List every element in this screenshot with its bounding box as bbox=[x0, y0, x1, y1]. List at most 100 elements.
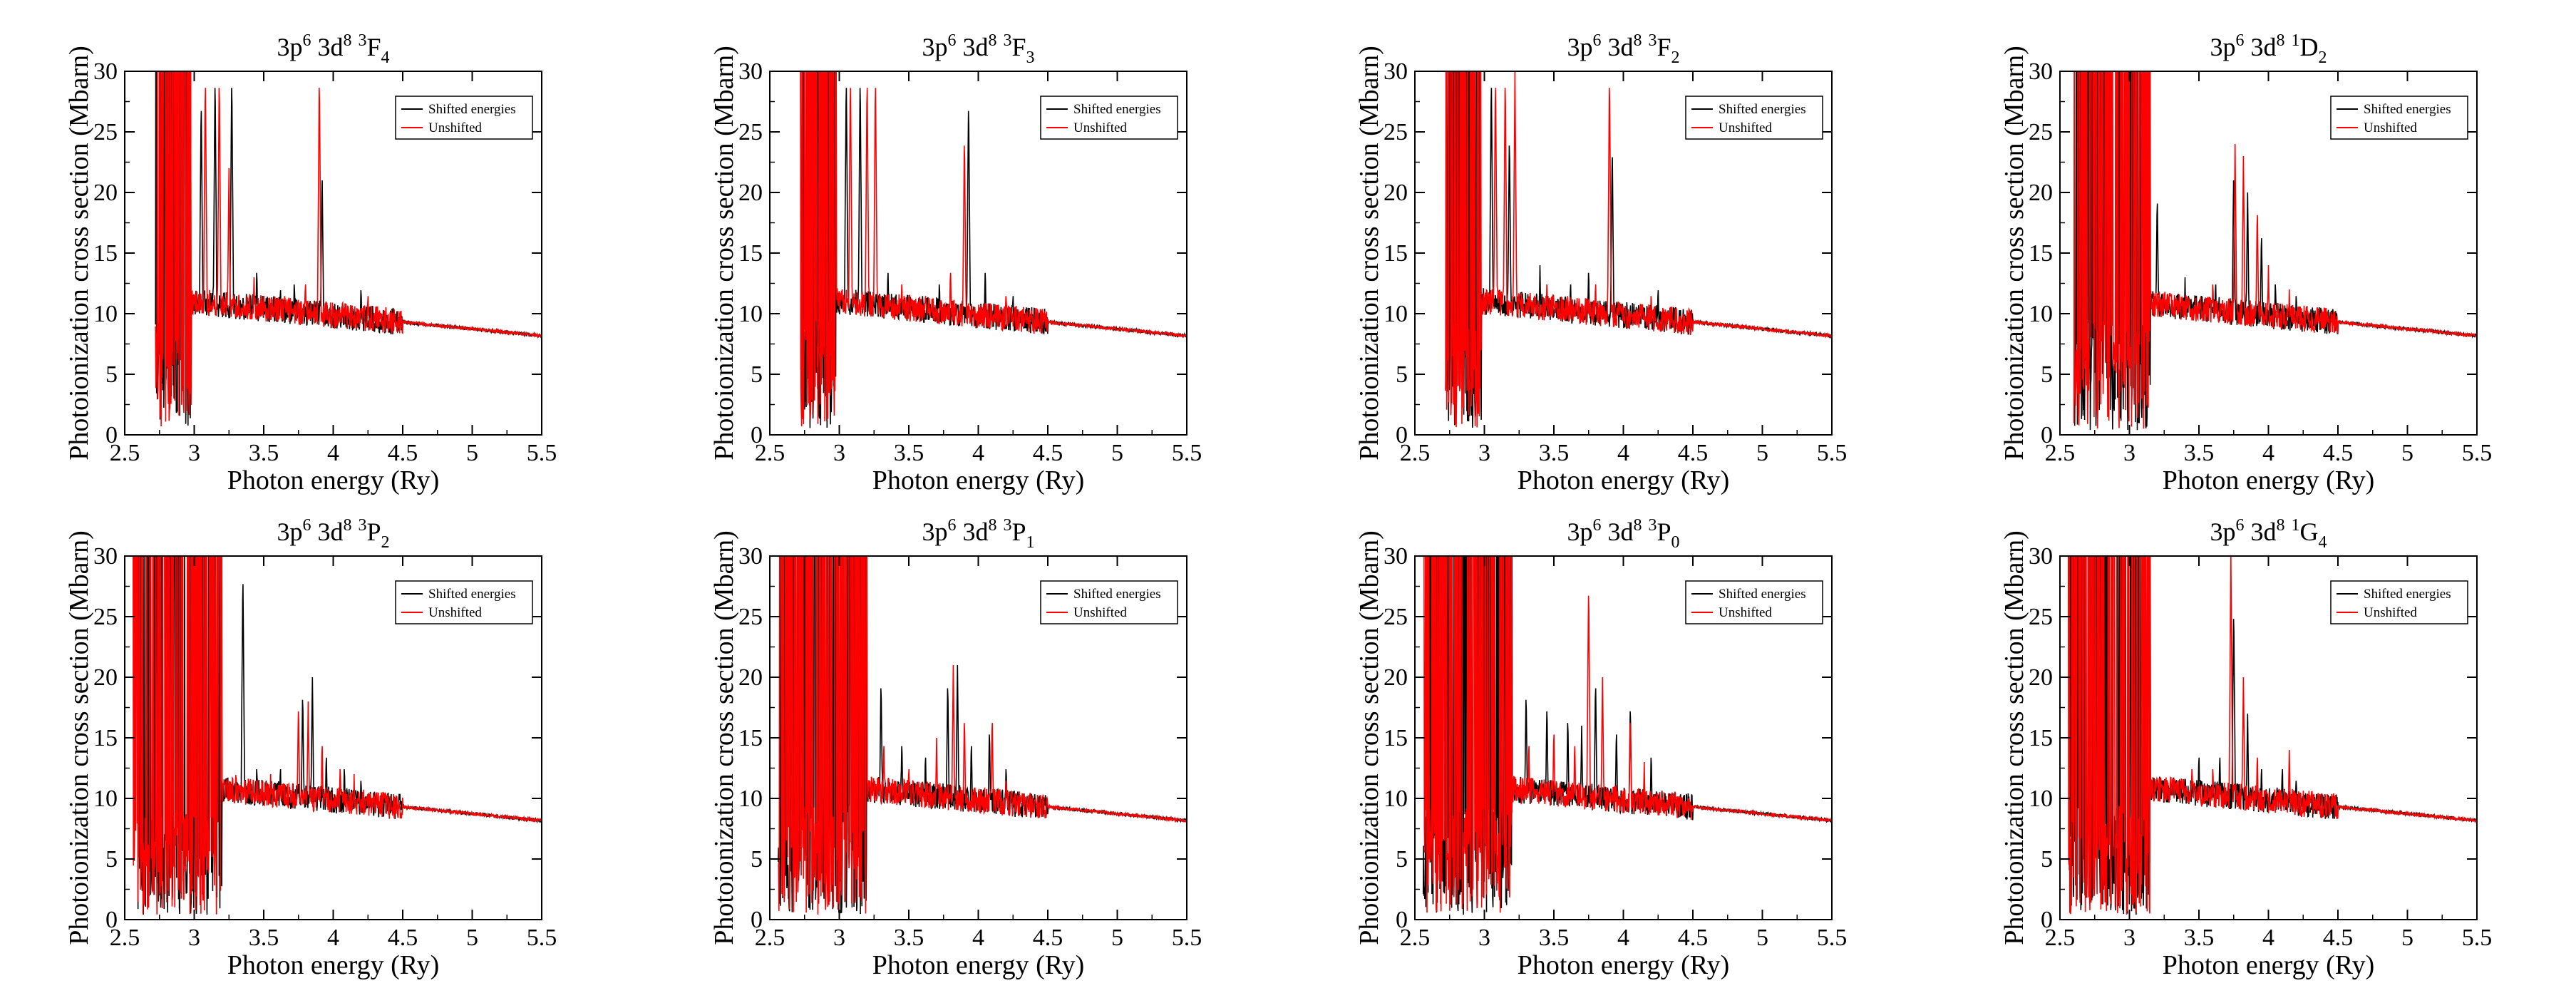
y-tick-label: 30 bbox=[93, 543, 118, 570]
x-tick-label: 5 bbox=[2401, 440, 2413, 466]
y-tick-label: 25 bbox=[1384, 119, 1408, 145]
legend: Shifted energies Unshifted bbox=[1040, 96, 1178, 140]
x-axis-label: Photon energy (Ry) bbox=[2163, 466, 2375, 495]
y-tick-label: 25 bbox=[1384, 604, 1408, 630]
legend-label: Unshifted bbox=[1073, 120, 1127, 135]
legend-label: Unshifted bbox=[1719, 605, 1772, 620]
panel-8: 2.5 3 3.5 4 4.5 5 5.5 0 5 10 15 20 25 30 Photon energy… bbox=[1999, 516, 2493, 980]
x-tick-label: 5 bbox=[1111, 925, 1123, 951]
series-line-unshifted bbox=[800, 71, 1187, 427]
x-tick-label: 5.5 bbox=[1817, 440, 1848, 466]
legend: Shifted energies Unshifted bbox=[395, 580, 533, 624]
x-tick-label: 2.5 bbox=[2045, 440, 2076, 466]
x-axis-label: Photon energy (Ry) bbox=[2163, 950, 2375, 980]
legend-label: Unshifted bbox=[428, 120, 482, 135]
y-tick-label: 15 bbox=[2029, 725, 2053, 751]
x-tick-label: 5.5 bbox=[1817, 925, 1848, 951]
x-tick-label: 2.5 bbox=[1400, 925, 1431, 951]
y-tick-label: 30 bbox=[1384, 543, 1408, 570]
x-axis-label: Photon energy (Ry) bbox=[227, 466, 440, 495]
x-tick-label: 3.5 bbox=[249, 440, 279, 466]
x-tick-label: 5 bbox=[466, 925, 478, 951]
x-tick-label: 5.5 bbox=[527, 440, 557, 466]
y-tick-label: 10 bbox=[738, 786, 763, 812]
x-axis-label: Photon energy (Ry) bbox=[1518, 466, 1730, 495]
x-tick-label: 4 bbox=[1617, 925, 1629, 951]
y-tick-label: 0 bbox=[105, 907, 118, 933]
y-tick-label: 0 bbox=[751, 907, 763, 933]
x-tick-label: 3.5 bbox=[894, 440, 924, 466]
series-line-unshifted bbox=[155, 71, 542, 427]
legend-box bbox=[395, 580, 533, 624]
y-tick-label: 10 bbox=[1384, 301, 1408, 327]
x-tick-label: 3 bbox=[2123, 440, 2135, 466]
y-tick-label: 10 bbox=[93, 786, 118, 812]
y-tick-label: 0 bbox=[1396, 907, 1408, 933]
panel-title: 3p6 3d8 3P2 bbox=[277, 516, 389, 552]
panel-7: 2.5 3 3.5 4 4.5 5 5.5 0 5 10 15 20 25 30 Photon energy… bbox=[1354, 516, 1848, 980]
series-line-unshifted bbox=[2073, 71, 2477, 429]
x-tick-label: 5 bbox=[2401, 925, 2413, 951]
legend-box bbox=[1040, 96, 1178, 140]
x-tick-label: 3.5 bbox=[2184, 925, 2215, 951]
legend-label: Shifted energies bbox=[428, 587, 516, 602]
x-tick-label: 3 bbox=[188, 925, 200, 951]
y-tick-label: 30 bbox=[1384, 58, 1408, 85]
y-tick-label: 5 bbox=[751, 846, 763, 873]
x-tick-label: 5 bbox=[466, 440, 478, 466]
legend-label: Shifted energies bbox=[2364, 587, 2451, 602]
panel-title: 3p6 3d8 1G4 bbox=[2210, 516, 2327, 552]
x-tick-label: 4 bbox=[1617, 440, 1629, 466]
legend-label: Shifted energies bbox=[1719, 587, 1806, 602]
y-tick-label: 30 bbox=[738, 58, 763, 85]
x-tick-label: 5.5 bbox=[2462, 440, 2493, 466]
panel-2: 2.5 3 3.5 4 4.5 5 5.5 0 5 10 15 20 25 30 Photon energy… bbox=[709, 31, 1202, 495]
y-tick-label: 20 bbox=[738, 180, 763, 206]
legend-box bbox=[1685, 580, 1823, 624]
x-tick-label: 3 bbox=[833, 925, 845, 951]
x-tick-label: 3.5 bbox=[1539, 925, 1570, 951]
y-tick-label: 10 bbox=[1384, 786, 1408, 812]
y-tick-label: 15 bbox=[93, 725, 118, 751]
legend-label: Shifted energies bbox=[428, 102, 516, 117]
x-tick-label: 5 bbox=[1111, 440, 1123, 466]
y-tick-label: 15 bbox=[738, 725, 763, 751]
legend: Shifted energies Unshifted bbox=[2330, 580, 2468, 624]
y-tick-label: 15 bbox=[738, 240, 763, 267]
y-tick-label: 30 bbox=[93, 58, 118, 85]
y-tick-label: 5 bbox=[1396, 361, 1408, 388]
x-tick-label: 3 bbox=[2123, 925, 2135, 951]
series-line-unshifted bbox=[2067, 556, 2477, 915]
x-axis-label: Photon energy (Ry) bbox=[227, 950, 440, 980]
y-tick-label: 20 bbox=[2029, 664, 2053, 691]
legend-box bbox=[1685, 96, 1823, 140]
y-tick-label: 10 bbox=[738, 301, 763, 327]
x-tick-label: 5.5 bbox=[2462, 925, 2493, 951]
x-tick-label: 4 bbox=[2262, 440, 2274, 466]
y-tick-label: 5 bbox=[105, 846, 118, 873]
y-tick-label: 25 bbox=[2029, 119, 2053, 145]
y-tick-label: 30 bbox=[738, 543, 763, 570]
y-tick-label: 10 bbox=[2029, 786, 2053, 812]
legend-box bbox=[2330, 96, 2468, 140]
x-tick-label: 4.5 bbox=[388, 925, 418, 951]
y-axis-label: Photoionization cross section (Mbarn) bbox=[1354, 530, 1384, 945]
legend-label: Shifted energies bbox=[1073, 102, 1161, 117]
x-tick-label: 3.5 bbox=[1539, 440, 1570, 466]
x-tick-label: 4 bbox=[2262, 925, 2274, 951]
legend: Shifted energies Unshifted bbox=[1685, 96, 1823, 140]
x-tick-label: 5.5 bbox=[1172, 440, 1202, 466]
y-axis-label: Photoionization cross section (Mbarn) bbox=[1999, 530, 2029, 945]
series-line-shifted bbox=[155, 71, 542, 426]
y-tick-label: 20 bbox=[2029, 180, 2053, 206]
y-tick-label: 20 bbox=[93, 664, 118, 691]
x-tick-label: 5 bbox=[1756, 440, 1768, 466]
y-tick-label: 20 bbox=[1384, 180, 1408, 206]
legend-box bbox=[1040, 580, 1178, 624]
legend-label: Unshifted bbox=[2364, 605, 2417, 620]
y-tick-label: 5 bbox=[1396, 846, 1408, 873]
y-tick-label: 25 bbox=[93, 604, 118, 630]
legend-label: Unshifted bbox=[1719, 120, 1772, 135]
x-tick-label: 4.5 bbox=[2323, 925, 2354, 951]
legend-label: Unshifted bbox=[428, 605, 482, 620]
